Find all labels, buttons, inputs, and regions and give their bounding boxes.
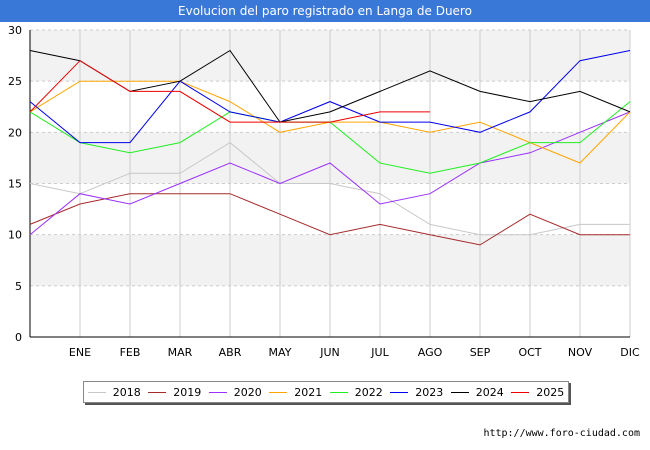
legend-swatch — [390, 391, 409, 393]
legend-swatch — [269, 391, 288, 393]
x-tick-label: JUN — [319, 346, 340, 359]
x-tick-label: AGO — [418, 346, 443, 359]
x-tick-label: ENE — [69, 346, 91, 359]
series-line-2018 — [29, 141, 630, 236]
x-tick-label: ABR — [219, 346, 242, 359]
y-tick-label: 10 — [8, 229, 22, 242]
legend-swatch — [87, 391, 106, 393]
y-tick-label: 0 — [15, 331, 22, 344]
y-tick-label: 20 — [8, 126, 22, 139]
legend-item-2024: 2024 — [450, 385, 504, 399]
x-tick-label: SEP — [470, 346, 491, 359]
x-tick-label: MAR — [168, 346, 193, 359]
x-tick-label: JUL — [370, 346, 389, 359]
y-tick-label: 25 — [8, 75, 22, 88]
legend-label: 2020 — [233, 385, 262, 399]
legend-label: 2021 — [294, 385, 323, 399]
x-tick-label: DIC — [620, 346, 640, 359]
x-tick-label: NOV — [568, 346, 593, 359]
series-line-2019 — [29, 193, 630, 246]
legend-item-2021: 2021 — [269, 386, 322, 399]
legend-label: 2024 — [475, 385, 504, 399]
watermark: http://www.foro-ciudad.com — [483, 428, 640, 439]
legend-swatch — [511, 391, 530, 393]
x-tick-label: FEB — [120, 346, 141, 359]
series-line-2023 — [29, 50, 631, 144]
legend-swatch — [450, 391, 469, 393]
legend-swatch — [208, 391, 227, 393]
y-tick-label: 5 — [15, 280, 22, 293]
chart-title: Evolucion del paro registrado en Langa d… — [0, 0, 650, 22]
y-tick-label: 30 — [8, 24, 22, 37]
legend: 2018 2019 2020 2021 2022 2023 2024 2025 — [83, 381, 569, 403]
legend-item-2019: 2019 — [148, 386, 201, 399]
legend-label: 2023 — [415, 385, 444, 399]
y-tick-label: 15 — [8, 178, 22, 191]
legend-item-2018: 2018 — [87, 385, 141, 399]
series-line-2025 — [29, 60, 430, 123]
x-tick-label: OCT — [518, 346, 541, 359]
legend-label: 2025 — [536, 385, 565, 399]
legend-item-2025: 2025 — [511, 386, 564, 399]
legend-swatch — [329, 391, 348, 393]
legend-label: 2019 — [173, 385, 202, 399]
legend-item-2022: 2022 — [329, 385, 383, 399]
legend-item-2020: 2020 — [208, 385, 262, 399]
legend-item-2023: 2023 — [390, 386, 443, 399]
legend-swatch — [148, 391, 167, 393]
legend-label: 2018 — [112, 385, 141, 399]
series-line-2020 — [29, 111, 631, 236]
x-tick-label: MAY — [269, 346, 292, 359]
legend-label: 2022 — [354, 385, 383, 399]
